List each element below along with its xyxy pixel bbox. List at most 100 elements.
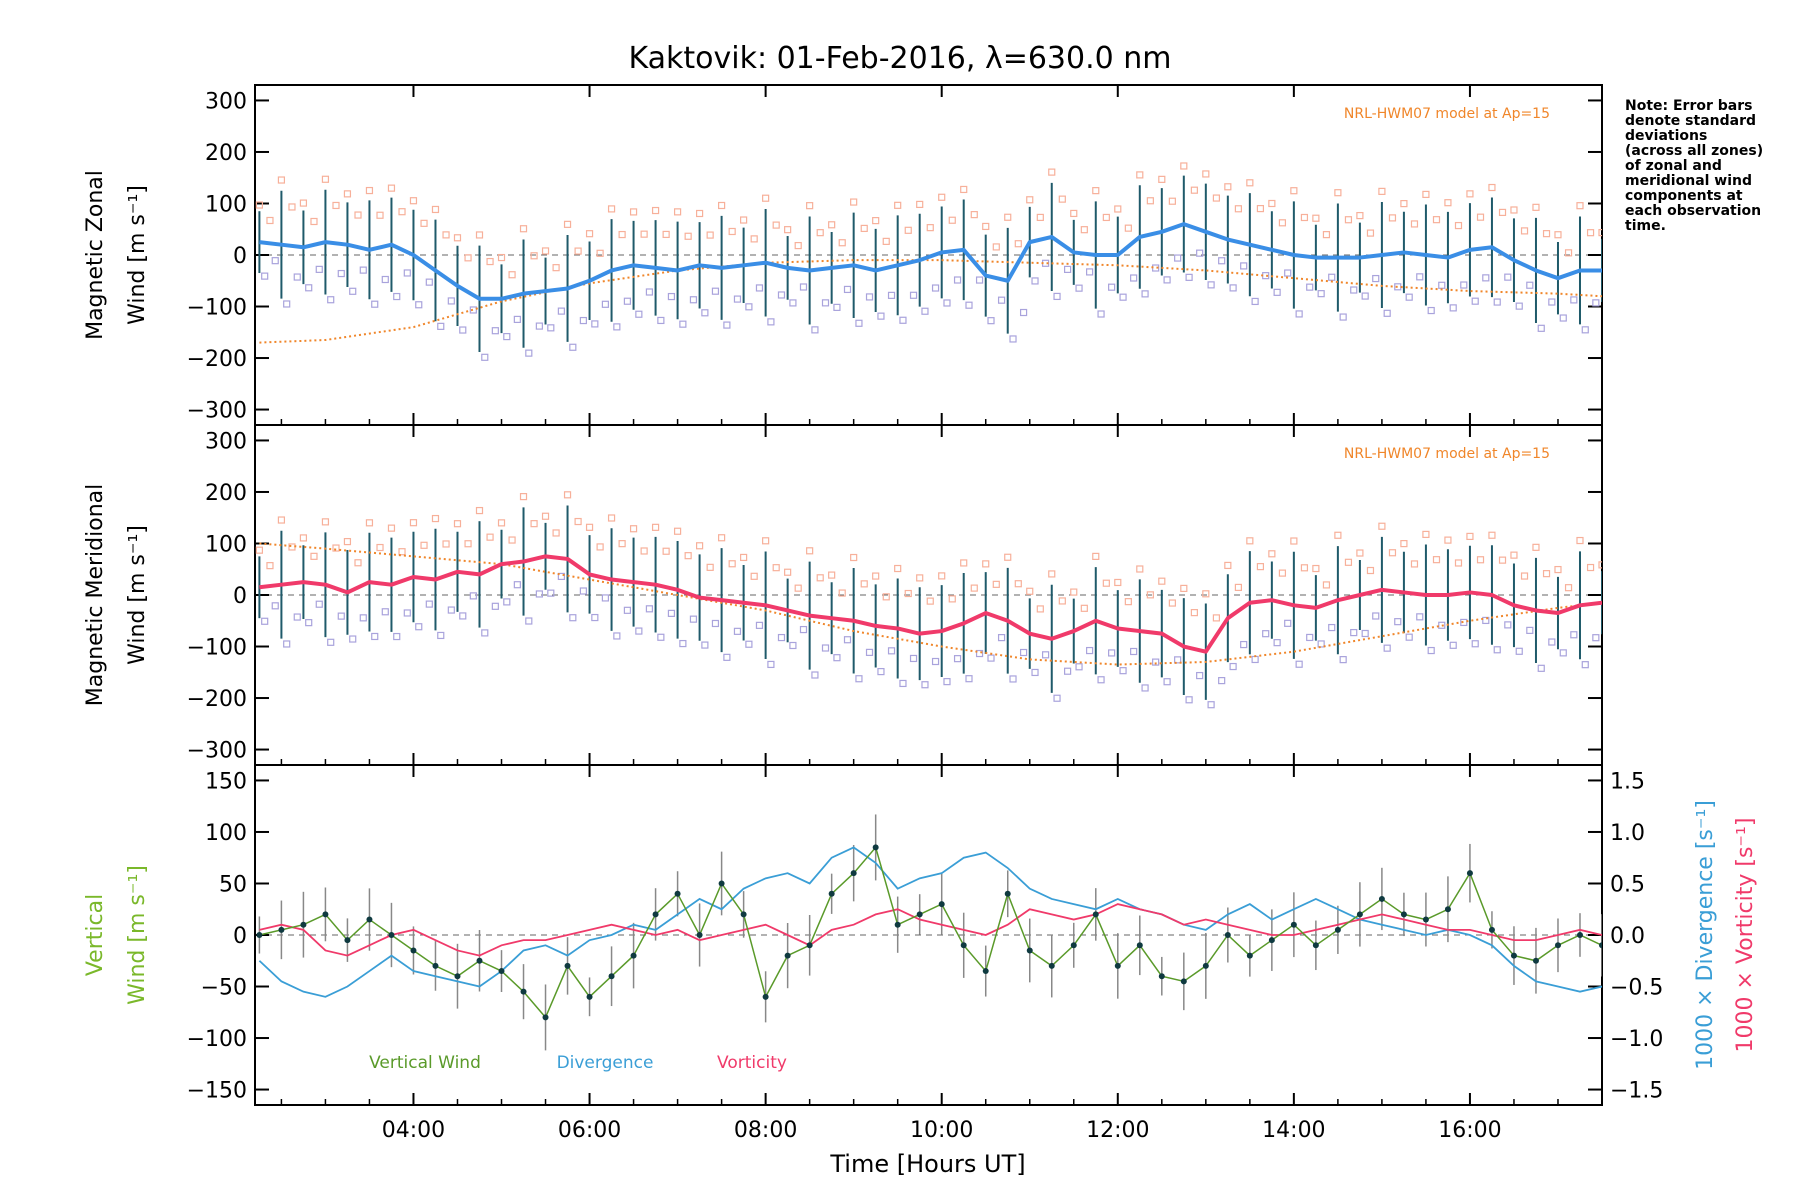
zonal-zone-marker	[1014, 240, 1022, 248]
zonal-zone-marker	[1394, 283, 1402, 291]
zonal-zone-marker	[1075, 284, 1083, 292]
zonal-zone-marker	[1234, 205, 1242, 213]
zonal-zone-marker	[701, 309, 709, 317]
meridional-zone-marker	[718, 534, 726, 542]
zonal-zone-marker	[1498, 208, 1507, 217]
zonal-zone-marker	[387, 184, 396, 192]
zonal-zone-marker	[921, 307, 929, 315]
meridional-zone-marker	[623, 606, 632, 614]
meridional-zone-marker	[442, 540, 450, 548]
meridional-zone-marker	[651, 523, 660, 531]
legend-vorticity: Vorticity	[717, 1053, 787, 1073]
zonal-zone-marker	[321, 175, 330, 183]
meridional-zone-marker	[1190, 609, 1198, 617]
meridional-zone-marker	[1312, 564, 1320, 573]
zonal-zone-marker	[271, 257, 279, 265]
meridional-zone-marker	[635, 627, 643, 635]
zonal-zone-marker	[673, 208, 682, 216]
meridional-zone-marker	[1102, 579, 1110, 587]
zonal-zone-marker	[541, 247, 550, 255]
meridional-zone-marker	[1476, 556, 1485, 564]
meridional-zone-marker	[1064, 667, 1072, 675]
zonal-zone-marker	[403, 269, 411, 277]
meridional-zone-marker	[579, 587, 587, 595]
zonal-zone-marker	[503, 332, 511, 341]
meridional-zone-marker	[503, 598, 511, 606]
vertical-wind-point	[784, 952, 791, 959]
legend-vertical-wind: Vertical Wind	[369, 1053, 481, 1073]
note-block: Note: Error bars denote standard deviati…	[1625, 98, 1763, 234]
zonal-zone-marker	[277, 176, 286, 184]
meridional-zone-marker	[1422, 530, 1430, 539]
meridional-zone-marker	[535, 590, 543, 598]
meridional-zone-marker	[1372, 612, 1380, 620]
zonal-zone-marker	[1163, 276, 1171, 284]
zonal-zone-marker	[723, 321, 731, 329]
meridional-zone-marker	[662, 547, 670, 555]
zonal-zone-marker	[1537, 324, 1545, 332]
meridional-zone-marker	[794, 584, 802, 592]
meridional-zone-marker	[1114, 578, 1122, 587]
zonal-zone-marker	[1224, 183, 1232, 191]
zonal-zone-marker	[657, 316, 665, 325]
zonal-zone-marker	[640, 230, 648, 238]
meridional-zone-marker	[750, 572, 758, 580]
vertical-wind-point	[1224, 932, 1231, 938]
meridional-zone-marker	[261, 617, 269, 625]
zonal-zone-marker	[1212, 194, 1220, 202]
meridional-zone-marker	[987, 654, 995, 662]
zonal-zone-marker	[469, 306, 477, 314]
zonal-zone-marker	[293, 273, 301, 281]
zonal-zone-marker	[1476, 213, 1485, 221]
zonal-zone-marker	[1240, 262, 1248, 270]
meridional-zone-marker	[1520, 572, 1529, 580]
zonal-zone-marker	[1190, 186, 1198, 194]
zonal-zone-marker	[1504, 273, 1512, 281]
zonal-zone-marker	[1108, 283, 1116, 291]
meridional-zone-marker	[574, 517, 582, 526]
vertical-right-tick-label: −0.5	[1610, 976, 1663, 1001]
meridional-zone-marker	[640, 547, 648, 555]
meridional-zone-marker	[283, 640, 291, 648]
meridional-zone-marker	[855, 675, 863, 683]
zonal-zone-marker	[1604, 302, 1610, 308]
meridional-zone-marker	[1119, 667, 1127, 675]
meridional-zone-marker	[733, 627, 742, 635]
meridional-zone-marker	[1014, 580, 1022, 588]
zonal-model-label: NRL-HWM07 model at Ap=15	[1344, 106, 1550, 122]
meridional-zone-marker	[255, 546, 264, 554]
meridional-zone-marker	[1092, 552, 1100, 560]
vertical-right-tick-label: 0.0	[1610, 924, 1645, 949]
zonal-zone-marker	[865, 293, 874, 301]
zonal-zone-marker	[1388, 214, 1397, 222]
vertical-ytick-label: −50	[201, 976, 247, 1001]
meridional-zone-marker	[469, 592, 477, 600]
meridional-zone-marker	[420, 541, 428, 549]
meridional-zone-marker	[740, 553, 748, 562]
zonal-zone-marker	[623, 297, 632, 305]
vertical-wind-point	[1202, 962, 1209, 969]
meridional-zone-marker	[1564, 584, 1573, 592]
zonal-zone-marker	[1361, 292, 1369, 300]
zonal-zone-marker	[1196, 249, 1204, 257]
zonal-zone-marker	[1295, 310, 1303, 318]
zonal-zone-marker	[569, 343, 577, 351]
note-line: deviations	[1625, 128, 1707, 144]
meridional-zone-marker	[1378, 522, 1386, 530]
vertical-right-tick-label: 1.5	[1610, 769, 1645, 794]
vertical-wind-point	[1290, 921, 1297, 928]
meridional-zone-marker	[381, 608, 389, 616]
zonal-zone-marker	[354, 211, 362, 219]
zonal-zone-marker	[975, 276, 984, 284]
zonal-zone-marker	[997, 296, 1006, 304]
meridional-zone-marker	[497, 519, 506, 527]
zonal-zone-marker	[960, 185, 968, 194]
zonal-zone-marker	[1372, 274, 1380, 283]
meridional-zone-marker	[816, 574, 824, 582]
vertical-wind-point	[1070, 942, 1077, 949]
meridional-zone-marker	[762, 537, 770, 545]
meridional-zone-marker	[1070, 588, 1078, 596]
zonal-zone-marker	[409, 197, 418, 205]
zonal-zone-marker	[877, 312, 885, 320]
zonal-zone-marker	[1586, 229, 1595, 237]
